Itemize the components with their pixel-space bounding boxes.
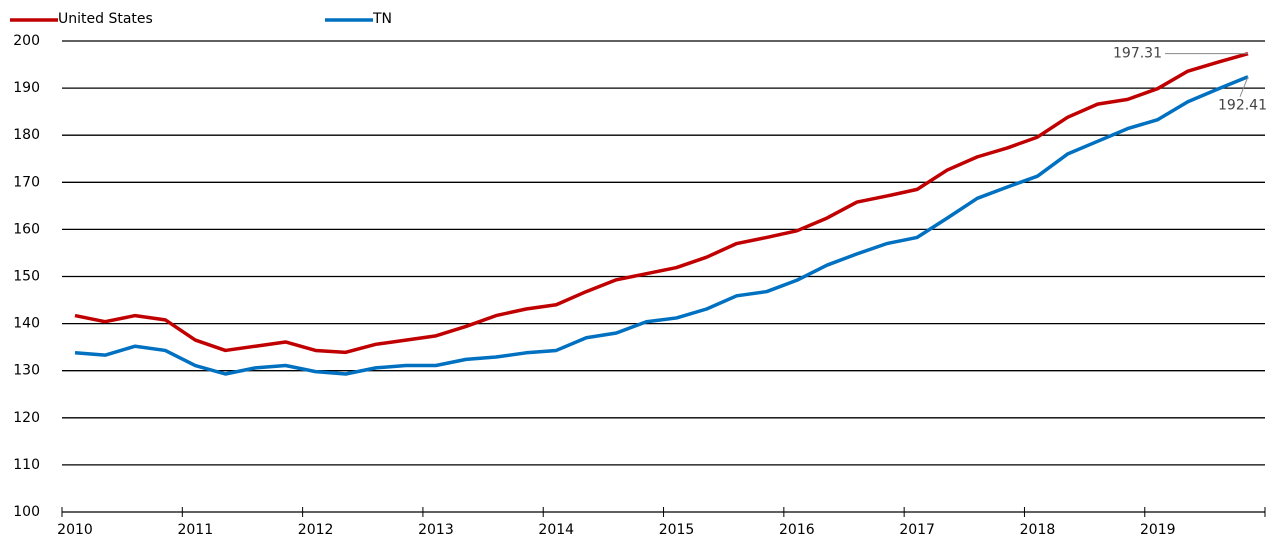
line-series [74,51,1249,355]
x-tick-label: 2014 [538,522,574,538]
x-tick-label: 2016 [779,522,815,538]
y-tick-label: 180 [13,127,40,143]
y-tick-label: 110 [13,457,40,473]
y-tick-label: 140 [13,316,40,332]
x-tick-label: 2011 [177,522,213,538]
x-tick-label: 2018 [1020,522,1056,538]
y-tick-label: 160 [13,221,40,237]
y-tick-label: 100 [13,504,40,520]
y-tick-label: 190 [13,80,40,96]
y-tick-label: 150 [13,269,40,285]
x-tick-label: 2013 [418,522,454,538]
y-tick-label: 120 [13,410,40,426]
y-tick-label: 170 [13,174,40,190]
x-tick-label: 2017 [899,522,935,538]
data-label: 197.31 [1113,46,1162,62]
legend-label: TN [372,11,392,27]
x-tick-label: 2012 [298,522,334,538]
data-label: 192.41 [1218,98,1267,114]
y-tick-label: 130 [13,363,40,379]
x-tick-label: 2015 [659,522,695,538]
x-tick-label: 2010 [57,522,93,538]
y-tick-label: 200 [13,33,40,49]
legend-label: United States [58,11,153,27]
line-series [74,75,1249,376]
leader [1239,76,1249,97]
x-tick-label: 2019 [1140,522,1176,538]
